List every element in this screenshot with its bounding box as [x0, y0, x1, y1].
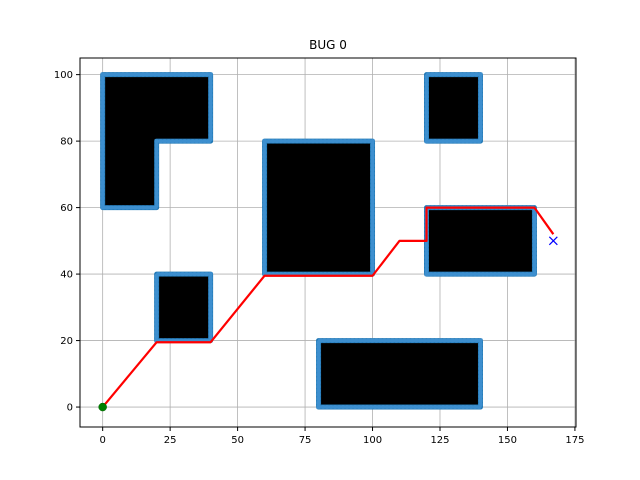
start-marker	[98, 402, 107, 412]
obstacle-boundary-dots	[154, 272, 213, 343]
obstacles	[100, 72, 537, 410]
obstacle-small-left	[154, 271, 214, 344]
x-tick-label: 125	[430, 435, 449, 446]
axes-frame	[79, 57, 577, 428]
obstacle-right-block	[423, 205, 537, 277]
goal-marker	[548, 236, 558, 246]
chart-title: BUG 0	[309, 38, 347, 52]
obstacle-boundary-dots	[262, 139, 375, 277]
robot-path	[101, 206, 555, 408]
x-tick-label: 0	[99, 435, 105, 446]
y-tick-label: 0	[67, 403, 73, 414]
y-tick-label: 100	[54, 70, 73, 81]
obstacle-center-block	[262, 138, 376, 277]
x-axis-ticks: 0 25 50 75 100 125 150 175	[99, 427, 584, 446]
y-tick-label: 80	[60, 137, 73, 148]
x-tick-label: 150	[498, 435, 517, 446]
markers	[98, 236, 558, 412]
x-tick-label: 175	[565, 435, 584, 446]
y-axis-ticks: 0 20 40 60 80 100	[54, 70, 80, 414]
path-layer	[101, 206, 555, 408]
obstacle-small-top-right	[423, 72, 483, 144]
obstacle-boundary-dots	[316, 338, 483, 410]
obstacle-boundary-dots	[424, 72, 483, 144]
x-tick-label: 25	[164, 435, 177, 446]
x-tick-label: 100	[363, 435, 382, 446]
obstacle-bottom-block	[316, 338, 483, 410]
obstacle-boundary-dots	[100, 72, 213, 210]
y-tick-label: 40	[60, 270, 73, 281]
y-tick-label: 60	[60, 203, 73, 214]
x-tick-label: 75	[299, 435, 312, 446]
x-tick-label: 50	[231, 435, 244, 446]
y-tick-label: 20	[60, 336, 73, 347]
